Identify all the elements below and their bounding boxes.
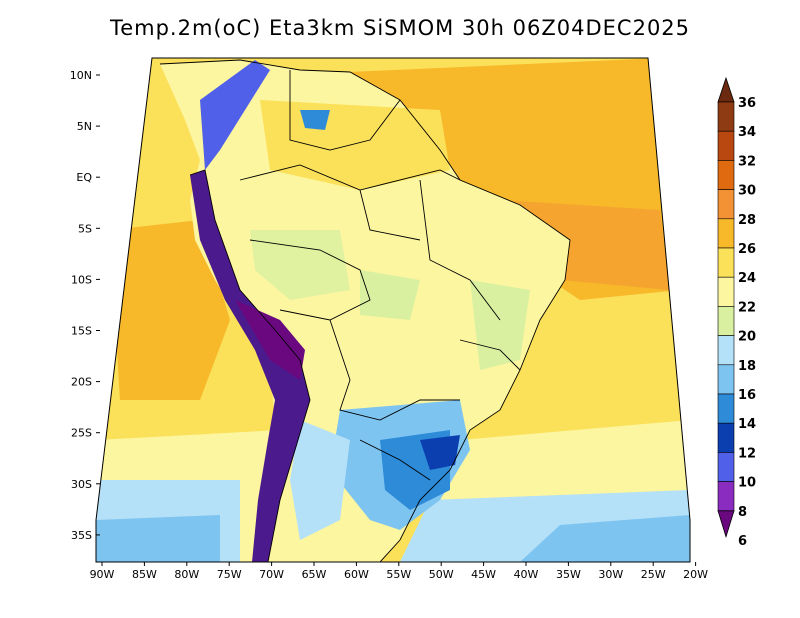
land-patch-central (360, 270, 420, 320)
colorbar: 36 34 32 30 28 26 24 22 20 18 16 14 12 10 8 6 (717, 76, 756, 549)
colorbar-label: 20 (738, 330, 756, 345)
colorbar-label: 36 (738, 96, 756, 111)
lon-tick-label: 80W (174, 568, 199, 581)
lat-tick-label: 35S (71, 529, 92, 542)
lat-tick-label: 25S (71, 427, 92, 440)
lon-tick-label: 30W (598, 568, 623, 581)
lon-tick-label: 50W (429, 568, 454, 581)
colorbar-label: 32 (738, 154, 756, 169)
colorbar-segment (717, 218, 735, 249)
lat-tick-label: 20S (71, 376, 92, 389)
country-boundaries (159, 59, 571, 563)
colorbar-segment (717, 160, 735, 190)
colorbar-label: 16 (738, 388, 756, 403)
lon-tick-label: 75W (217, 568, 242, 581)
colorbar-segment (717, 481, 735, 512)
lon-tick-label: 45W (471, 568, 496, 581)
colorbar-label: 28 (738, 213, 756, 228)
andes-north (200, 60, 270, 170)
lon-tick-label: 40W (514, 568, 539, 581)
colorbar-label: 6 (738, 534, 747, 549)
serra-cold-patch (420, 435, 460, 470)
lon-tick-label: 70W (259, 568, 284, 581)
colorbar-label: 30 (738, 184, 756, 199)
colorbar-segment (717, 130, 735, 161)
lat-tick-label: 30S (71, 478, 92, 491)
colorbar-label: 18 (738, 359, 756, 374)
map-field (96, 58, 690, 562)
colorbar-segment (717, 452, 735, 482)
lon-tick-label: 25W (641, 568, 666, 581)
ocean-colder-south-pacific (96, 515, 220, 562)
lat-tick-label: 15S (71, 325, 92, 338)
lat-tick-label: EQ (76, 171, 92, 184)
colorbar-label: 8 (738, 505, 747, 520)
colorbar-label: 22 (738, 300, 756, 315)
colorbar-label: 10 (738, 476, 756, 491)
colorbar-segment (717, 393, 735, 424)
lat-tick-label: 5S (78, 222, 92, 235)
lon-tick-label: 55W (386, 568, 411, 581)
lon-tick-label: 90W (90, 568, 115, 581)
colorbar-label: 34 (738, 125, 756, 140)
lon-tick-label: 35W (556, 568, 581, 581)
land-patch-amazon (250, 230, 350, 300)
colorbar-segment (717, 276, 735, 307)
colorbar-segment (717, 422, 735, 453)
guiana-highlands-cold (300, 110, 330, 130)
longitude-axis: 90W 85W 80W 75W 70W 65W 60W 55W 50W 45W 40W 35W 30W 2… (90, 562, 708, 581)
lat-tick-label: 10N (70, 69, 92, 82)
lat-tick-label: 10S (71, 273, 92, 286)
lon-tick-label: 65W (302, 568, 327, 581)
colorbar-bottom-arrow (717, 510, 735, 539)
andes-cold (190, 170, 310, 562)
map-title: Temp.2m(oC) Eta3km SiSMOM 30h 06Z04DEC20… (109, 16, 691, 40)
latitude-axis: 10N 5N EQ 5S 10S 15S 20S 25S 30S 35S (70, 69, 100, 542)
map-frame (95, 57, 691, 563)
colorbar-top-arrow (717, 76, 735, 103)
colorbar-label: 26 (738, 242, 756, 257)
colorbar-label: 24 (738, 271, 756, 286)
lon-tick-label: 60W (344, 568, 369, 581)
colorbar-segment (717, 189, 735, 220)
andes-coldest (235, 300, 305, 380)
ocean-colder-south-atlantic (520, 515, 690, 562)
land-cool-argentina (290, 420, 350, 540)
colorbar-label: 12 (738, 446, 756, 461)
colorbar-label: 14 (738, 417, 756, 432)
colorbar-segment (717, 247, 735, 278)
land-patch-east (470, 280, 530, 370)
colorbar-segment (717, 306, 735, 336)
lat-tick-label: 5N (77, 120, 92, 133)
lon-tick-label: 20W (683, 568, 708, 581)
ocean-warm-pacific (110, 220, 230, 400)
colorbar-segment (717, 335, 735, 366)
lon-tick-label: 85W (132, 568, 157, 581)
colorbar-segment (717, 101, 735, 132)
colorbar-segment (717, 364, 735, 395)
